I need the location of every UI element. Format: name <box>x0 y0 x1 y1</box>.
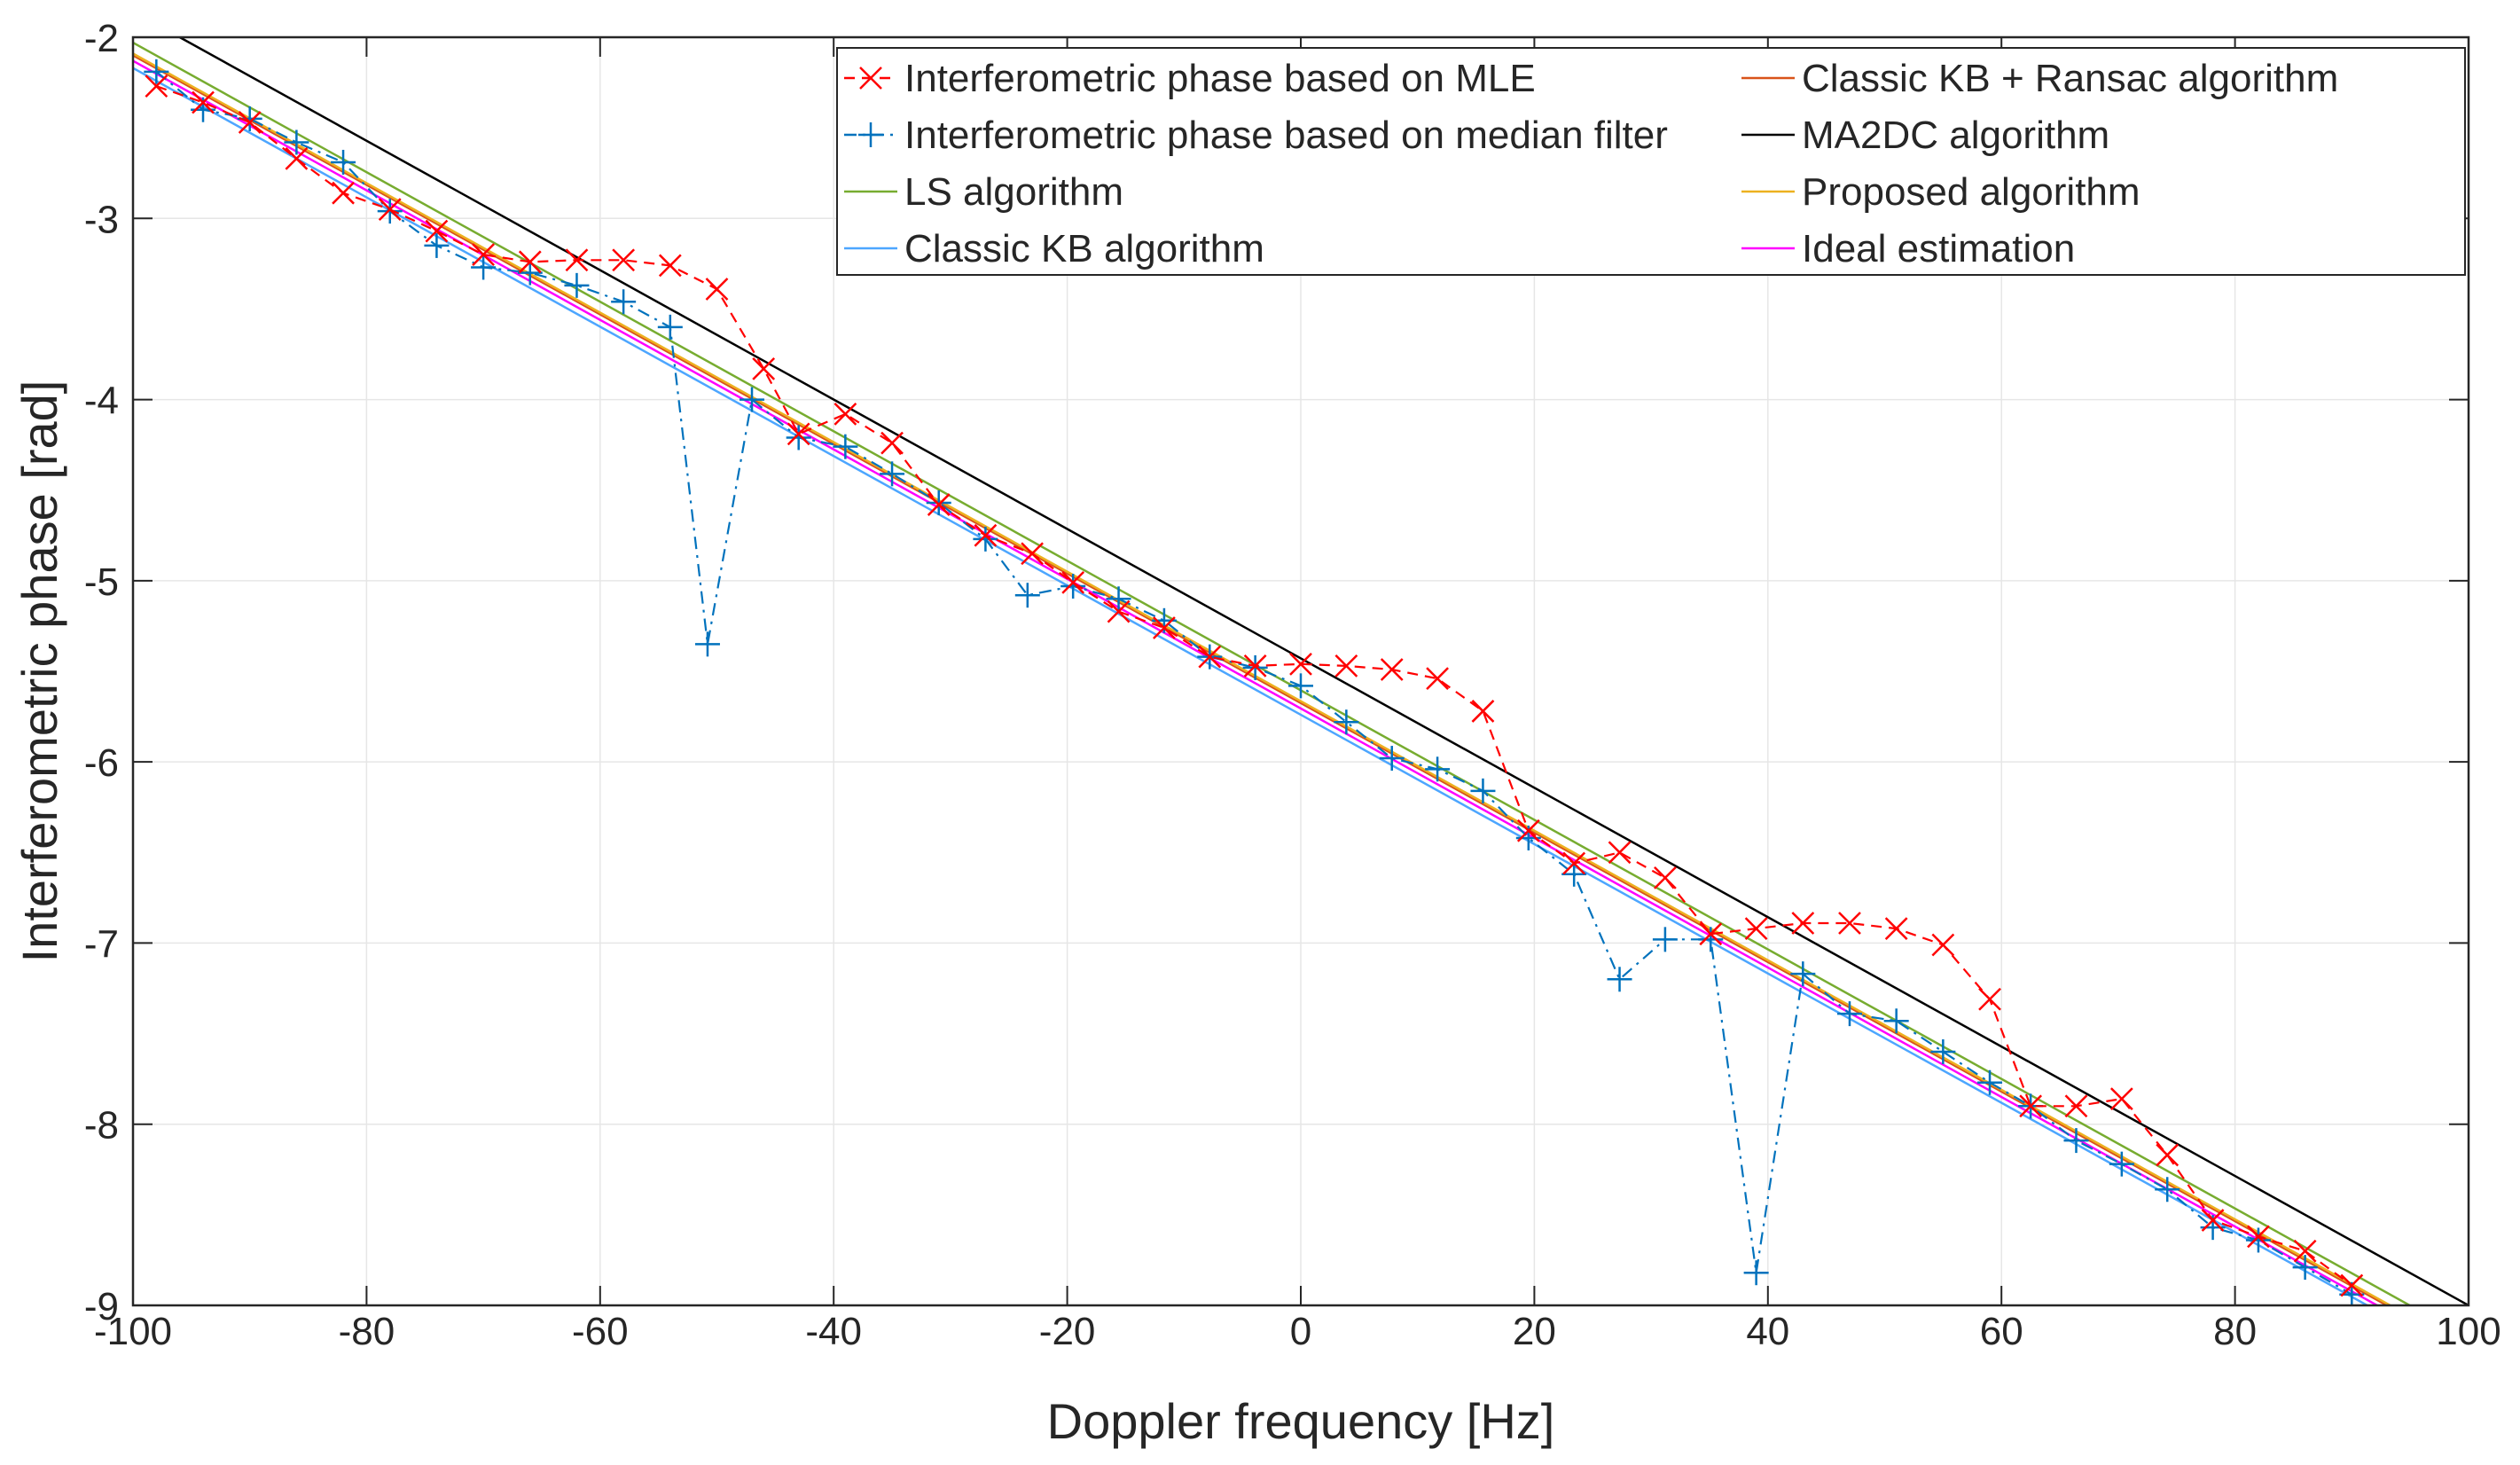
x-axis-ticks: -100 -80 -60 -40 -20 0 20 40 60 80 100 <box>94 37 2501 1353</box>
x-axis-label: Doppler frequency [Hz] <box>1047 1393 1555 1449</box>
series-5 <box>179 37 2469 1305</box>
marker-x-stroke-b <box>974 523 998 547</box>
marker-x-stroke-b <box>565 248 589 272</box>
marker-x-stroke-b <box>1654 866 1677 889</box>
legend-entry: Classic KB algorithm <box>844 227 1264 270</box>
marker-x-stroke-b <box>518 250 542 274</box>
y-axis-label: Interferometric phase [rad] <box>12 380 67 963</box>
legend-label: Interferometric phase based on median fi… <box>904 114 1668 157</box>
y-axis-ticks: -2 -3 -4 -5 -6 -7 -8 -9 <box>84 17 2469 1328</box>
legend-box <box>836 47 2466 276</box>
marker-x-stroke-b <box>927 493 951 516</box>
legend: Interferometric phase based on MLE Interf… <box>836 47 2466 276</box>
marker-x-stroke-b <box>1608 841 1632 865</box>
marker-x-stroke-b <box>1791 912 1815 935</box>
x-tick-label: 100 <box>2436 1310 2500 1353</box>
y-tick-label: -4 <box>84 380 119 423</box>
marker-x-stroke-b <box>1334 654 1358 678</box>
x-tick-label: 60 <box>1980 1310 2023 1353</box>
marker-x-stroke-b <box>285 146 309 170</box>
marker-x-stroke-b <box>2201 1209 2225 1232</box>
x-tick-label: 0 <box>1290 1310 1311 1353</box>
legend-label: Interferometric phase based on MLE <box>904 57 1536 100</box>
y-tick-label: -9 <box>84 1285 119 1328</box>
x-tick-label: -40 <box>805 1310 862 1353</box>
marker-x-stroke-b <box>880 431 904 455</box>
legend-entry: Interferometric phase based on median fi… <box>844 114 1668 157</box>
marker-x-stroke-b <box>2064 1094 2088 1118</box>
marker-x-stroke-b <box>1061 571 1085 594</box>
marker-x-stroke-b <box>425 219 449 243</box>
series-0 <box>145 74 2364 1297</box>
marker-x-stroke-b <box>1884 917 1908 940</box>
marker-x-stroke-b <box>1198 645 1222 669</box>
legend-entry: Interferometric phase based on MLE <box>844 57 1536 100</box>
marker-x-stroke-b <box>787 422 810 446</box>
y-tick-label: -6 <box>84 741 119 785</box>
marker-x-stroke-b <box>1153 616 1176 639</box>
marker-x-stroke-b <box>1978 987 2001 1011</box>
marker-x-stroke-b <box>1744 917 1768 940</box>
marker-x-stroke-b <box>2109 1087 2133 1110</box>
legend-label: Classic KB algorithm <box>904 227 1264 270</box>
legend-label: Proposed algorithm <box>1802 170 2140 214</box>
marker-x-stroke-b <box>705 278 729 301</box>
legend-entry: LS algorithm <box>844 170 1123 214</box>
legend-label: Classic KB + Ransac algorithm <box>1802 57 2338 100</box>
x-tick-label: -60 <box>572 1310 629 1353</box>
marker-x-stroke-b <box>332 181 355 205</box>
x-tick-label: 80 <box>2213 1310 2257 1353</box>
marker-x-stroke-b <box>238 111 262 134</box>
marker-x-stroke-b <box>378 198 402 221</box>
marker-x-stroke-b <box>1380 658 1404 681</box>
series-3 <box>133 67 2370 1305</box>
marker-x-stroke-b <box>1516 819 1540 842</box>
x-tick-label: 20 <box>1513 1310 1556 1353</box>
marker-x-stroke-b <box>1471 700 1495 723</box>
series-layer <box>133 37 2469 1305</box>
legend-label: LS algorithm <box>904 170 1123 214</box>
y-tick-label: -5 <box>84 560 119 604</box>
legend-label: MA2DC algorithm <box>1802 114 2109 157</box>
marker-x-stroke-b <box>145 74 168 98</box>
marker-x-stroke-b <box>833 403 857 426</box>
marker-x-stroke-b <box>1426 667 1449 691</box>
marker-x-stroke-b <box>752 356 776 380</box>
legend-entry: Proposed algorithm <box>1741 170 2140 214</box>
marker-x-stroke-b <box>192 90 215 114</box>
x-tick-label: -20 <box>1039 1310 1096 1353</box>
series-1 <box>144 59 2365 1305</box>
marker-x-stroke-b <box>859 67 882 90</box>
marker-x-stroke-b <box>2340 1273 2364 1297</box>
legend-entry: MA2DC algorithm <box>1741 114 2109 157</box>
marker-x-stroke-b <box>1289 652 1312 676</box>
marker-x-stroke-b <box>2156 1143 2180 1167</box>
marker-x-stroke-b <box>658 254 682 278</box>
x-tick-label: -100 <box>94 1310 172 1353</box>
legend-entry: Classic KB + Ransac algorithm <box>1741 57 2338 100</box>
y-tick-label: -8 <box>84 1104 119 1148</box>
marker-x-stroke-b <box>1699 922 1723 946</box>
marker-x-stroke-b <box>1107 599 1131 623</box>
y-tick-label: -2 <box>84 17 119 60</box>
marker-x-stroke-b <box>612 248 636 272</box>
marker-x-stroke-b <box>472 243 495 267</box>
series-line <box>179 37 2469 1305</box>
legend-label: Ideal estimation <box>1802 227 2075 270</box>
y-tick-label: -7 <box>84 922 119 966</box>
x-tick-label: 40 <box>1746 1310 1789 1353</box>
x-tick-label: -80 <box>339 1310 395 1353</box>
marker-x-stroke-b <box>2247 1225 2270 1249</box>
legend-entry: Ideal estimation <box>1741 227 2075 270</box>
marker-x-stroke-b <box>1562 851 1586 875</box>
marker-x-stroke-b <box>2293 1239 2317 1263</box>
marker-x-stroke-b <box>1243 654 1267 678</box>
marker-x-stroke-b <box>2019 1094 2043 1118</box>
y-tick-label: -3 <box>84 198 119 241</box>
marker-x-stroke-b <box>1838 912 1861 935</box>
marker-x-stroke-b <box>1021 542 1044 566</box>
marker-x-stroke-b <box>1931 933 1955 957</box>
series-line <box>133 67 2370 1305</box>
